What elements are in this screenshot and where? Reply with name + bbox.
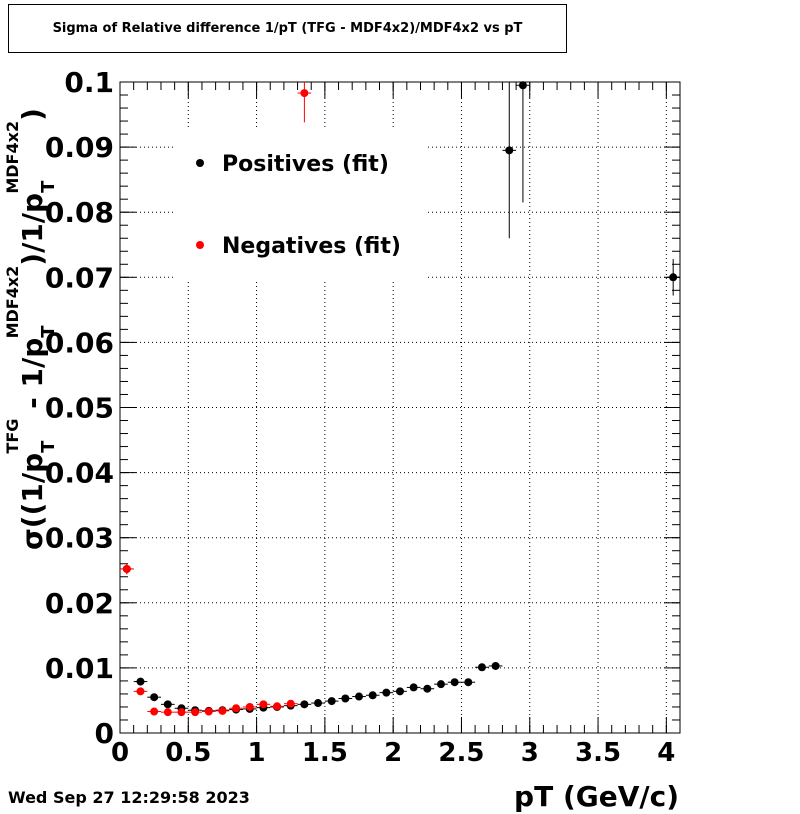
y-label-sub: T (38, 440, 59, 453)
data-point (409, 683, 418, 692)
data-point (382, 688, 391, 697)
legend: Positives (fit) Negatives (fit) (176, 130, 426, 280)
timestamp: Wed Sep 27 12:29:58 2023 (8, 788, 250, 807)
y-label-sup: TFG (3, 419, 22, 454)
y-axis-label: σ((1/pTTFG - 1/pTMDF4x2)/1/pTMDF4x2) (3, 108, 59, 550)
data-point (450, 678, 459, 687)
x-tick-label: 2.5 (438, 738, 484, 768)
y-tick-label: 0.04 (45, 457, 114, 490)
y-label-part: - 1/p (16, 338, 49, 419)
data-point (491, 661, 500, 670)
y-label-sup: MDF4x2 (3, 121, 22, 194)
legend-marker (196, 159, 204, 167)
axis-ticks (119, 81, 681, 734)
y-tick-label: 0.08 (45, 196, 114, 229)
y-axis-label-text: σ((1/pTTFG - 1/pTMDF4x2)/1/pTMDF4x2) (3, 108, 59, 550)
data-point (505, 146, 514, 155)
data-point (396, 687, 404, 696)
legend-label: Positives (fit) (222, 152, 389, 177)
x-tick-label: 0.5 (165, 738, 211, 768)
data-point (259, 700, 268, 709)
data-point (191, 708, 200, 717)
y-label-part: ) (16, 108, 49, 121)
x-tick-label: 2 (384, 738, 402, 768)
series-negatives-fit- (120, 82, 312, 717)
x-tick-label: 0 (111, 738, 129, 768)
data-point (136, 687, 145, 696)
data-point (232, 704, 241, 713)
x-tick-label: 1 (248, 738, 266, 768)
x-tick-labels: 0 0.5 1 1.5 2 2.5 3 3.5 4 (111, 738, 675, 768)
data-point (273, 702, 282, 711)
data-point (464, 678, 473, 687)
x-tick-label: 3 (521, 738, 539, 768)
x-tick-label: 1.5 (302, 738, 348, 768)
x-tick-label: 4 (657, 738, 675, 768)
data-point (423, 684, 432, 693)
data-point (177, 708, 186, 717)
legend-marker (196, 241, 204, 249)
data-point (245, 702, 254, 711)
data-point (163, 708, 172, 717)
y-label-part: )/1/p (16, 193, 49, 266)
data-point (314, 699, 323, 708)
y-label-sup: MDF4x2 (3, 266, 22, 339)
data-point (477, 663, 486, 672)
data-point (204, 707, 213, 716)
data-point (122, 564, 131, 573)
x-tick-label: 3.5 (575, 738, 621, 768)
y-tick-label: 0.05 (45, 392, 114, 425)
y-label-sub: T (38, 180, 59, 193)
y-tick-label: 0.09 (45, 131, 114, 164)
data-point (300, 700, 309, 709)
data-point (368, 691, 377, 700)
y-tick-labels: 0 0.01 0.02 0.03 0.04 0.05 0.06 0.07 0.08 0.09 0.1 (45, 66, 114, 750)
y-tick-label: 0 (95, 717, 114, 750)
legend-label: Negatives (fit) (222, 234, 401, 259)
y-label-sub: T (38, 325, 59, 338)
chart-title: Sigma of Relative difference 1/pT (TFG -… (8, 4, 567, 53)
data-point (163, 700, 172, 709)
y-tick-label: 0.01 (45, 652, 114, 685)
data-point (286, 699, 295, 708)
data-point (669, 273, 678, 282)
data-point (436, 680, 445, 689)
y-tick-label: 0.03 (45, 522, 114, 555)
y-tick-label: 0.06 (45, 326, 114, 359)
data-point (136, 677, 145, 686)
data-point (150, 707, 159, 716)
y-tick-label: 0.1 (64, 66, 114, 99)
data-point (150, 693, 159, 702)
data-point (341, 694, 350, 703)
data-point (518, 81, 527, 90)
data-points (120, 81, 680, 717)
legend-box (176, 130, 426, 280)
y-tick-label: 0.07 (45, 261, 114, 294)
y-label-part: σ((1/p (16, 453, 49, 550)
x-axis-label: pT (GeV/c) (514, 780, 679, 813)
data-point (355, 692, 364, 701)
data-point (218, 706, 227, 715)
data-point (300, 89, 309, 98)
data-point (327, 697, 336, 706)
y-tick-label: 0.02 (45, 587, 114, 620)
